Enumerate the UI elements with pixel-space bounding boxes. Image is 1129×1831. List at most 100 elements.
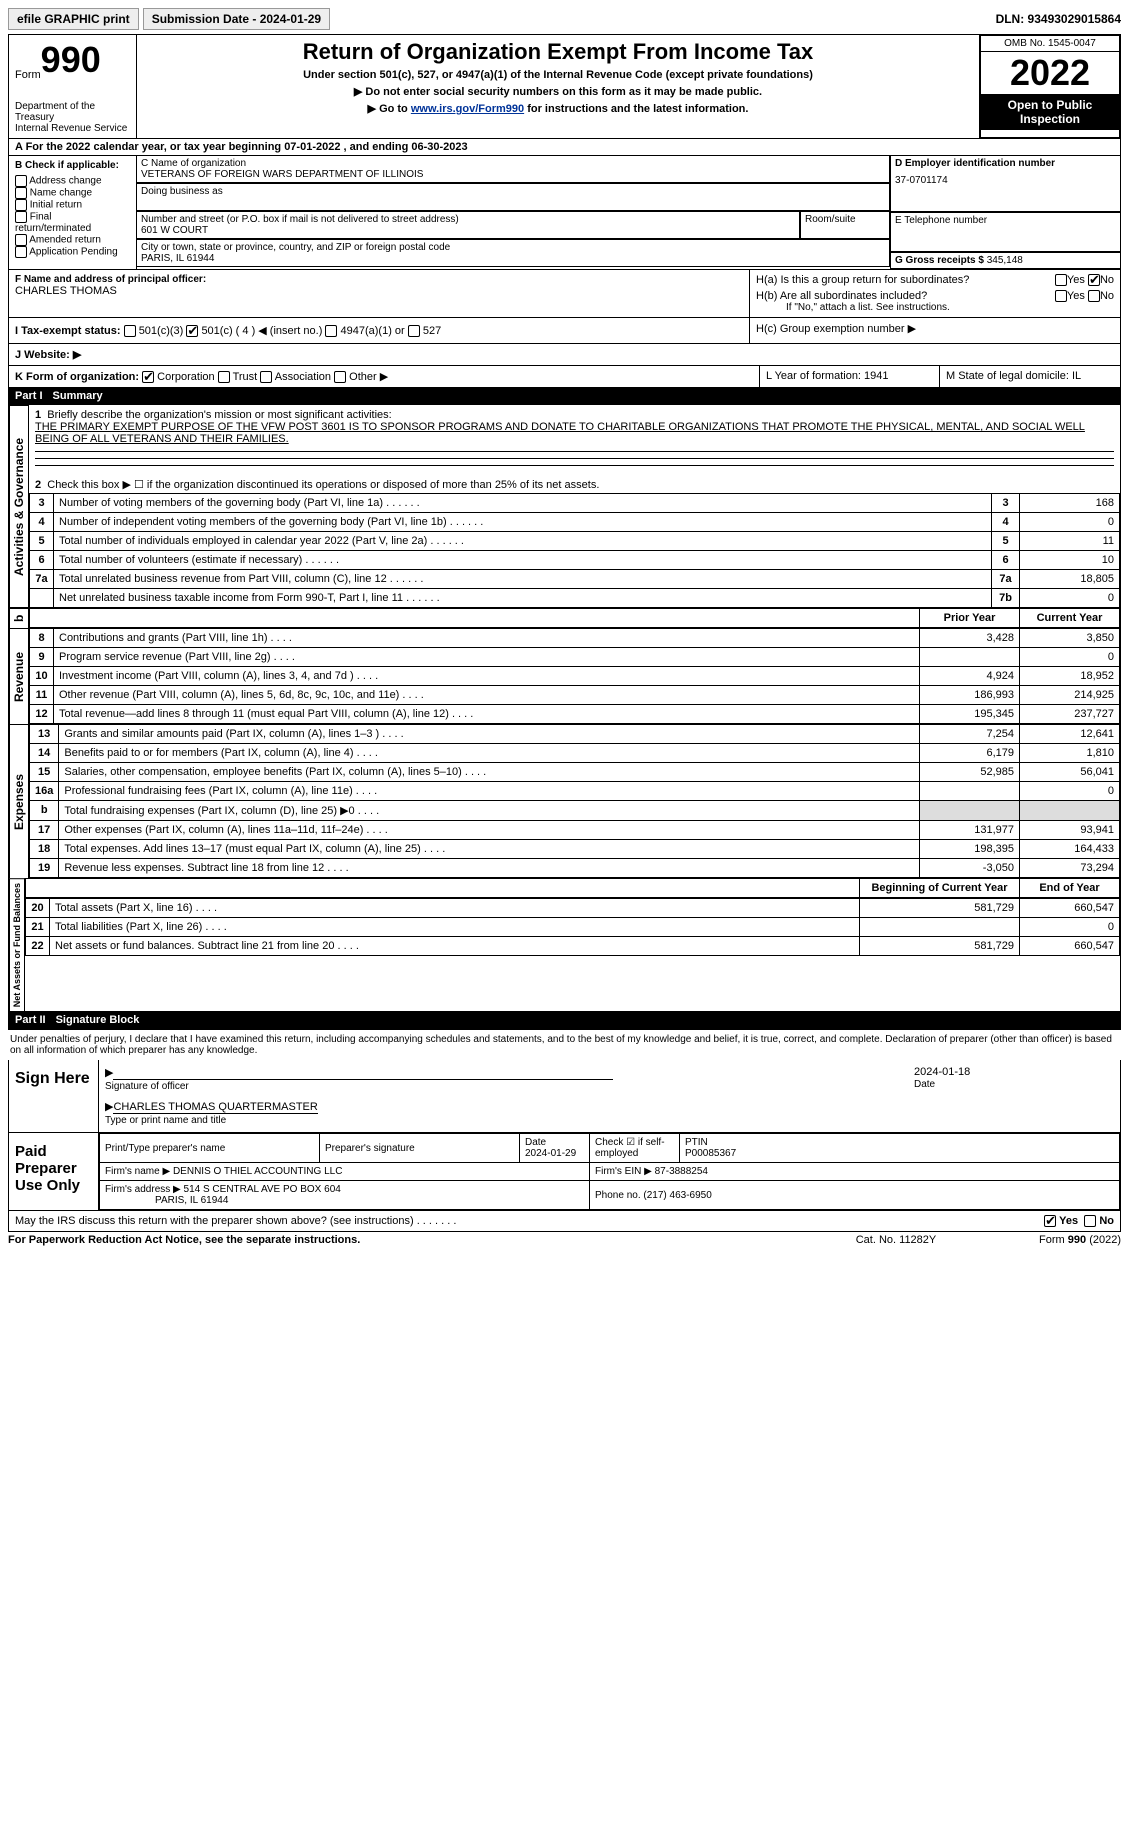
prep-selfemp: Check ☑ if self-employed xyxy=(590,1134,680,1163)
row-value: 10 xyxy=(1020,551,1120,570)
row-text: Contributions and grants (Part VIII, lin… xyxy=(54,629,920,648)
prior-year-value: 3,428 xyxy=(920,629,1020,648)
row-num: 6 xyxy=(30,551,54,570)
part-ii-label: Part II xyxy=(15,1014,46,1026)
checkbox-final-return[interactable] xyxy=(15,211,27,223)
q2-text: Check this box ▶ ☐ if the organization d… xyxy=(47,479,599,491)
room-label: Room/suite xyxy=(805,214,885,225)
row-num: 22 xyxy=(26,937,50,956)
row-num: 4 xyxy=(30,513,54,532)
row-text: Number of independent voting members of … xyxy=(54,513,992,532)
prior-year-value: 7,254 xyxy=(920,725,1020,744)
sig-date: 2024-01-18 xyxy=(914,1066,970,1078)
checkbox-hb-no[interactable] xyxy=(1088,290,1100,302)
checkbox-name-change[interactable] xyxy=(15,187,27,199)
k-label: K Form of organization: xyxy=(15,371,139,383)
row-box: 7a xyxy=(992,570,1020,589)
checkbox-501c[interactable] xyxy=(186,325,198,337)
checkbox-hb-yes[interactable] xyxy=(1055,290,1067,302)
current-year-value: 0 xyxy=(1020,648,1120,667)
row-value: 18,805 xyxy=(1020,570,1120,589)
ptin-value: P00085367 xyxy=(685,1148,736,1159)
row-text: Net unrelated business taxable income fr… xyxy=(54,589,992,608)
checkbox-address-change[interactable] xyxy=(15,175,27,187)
prior-year-value: 581,729 xyxy=(860,899,1020,918)
row-text: Net assets or fund balances. Subtract li… xyxy=(50,937,860,956)
sign-here-label: Sign Here xyxy=(9,1060,99,1132)
checkbox-corp[interactable] xyxy=(142,371,154,383)
prior-year-value: 4,924 xyxy=(920,667,1020,686)
row-text: Program service revenue (Part VIII, line… xyxy=(54,648,920,667)
row-num: 21 xyxy=(26,918,50,937)
sig-date-label: Date xyxy=(914,1079,935,1090)
submission-date-button[interactable]: Submission Date - 2024-01-29 xyxy=(143,8,330,30)
row-num: 9 xyxy=(30,648,54,667)
current-year-value: 660,547 xyxy=(1020,937,1120,956)
row-num: b xyxy=(30,801,59,821)
penalty-text: Under penalties of perjury, I declare th… xyxy=(8,1030,1121,1060)
row-num: 5 xyxy=(30,532,54,551)
checkbox-ha-yes[interactable] xyxy=(1055,274,1067,286)
checkbox-trust[interactable] xyxy=(218,371,230,383)
line-a: A For the 2022 calendar year, or tax yea… xyxy=(9,139,1120,156)
form-990-label: Form990 xyxy=(15,39,130,81)
checkbox-other[interactable] xyxy=(334,371,346,383)
b-label: B Check if applicable: xyxy=(15,160,130,171)
j-website: J Website: ▶ xyxy=(15,349,81,361)
row-num: 7a xyxy=(30,570,54,589)
row-box: 6 xyxy=(992,551,1020,570)
section-revenue: Revenue xyxy=(9,628,29,724)
part-i-title: Summary xyxy=(53,390,103,402)
row-text: Total fundraising expenses (Part IX, col… xyxy=(59,801,920,821)
efile-print-button[interactable]: efile GRAPHIC print xyxy=(8,8,139,30)
checkbox-pending[interactable] xyxy=(15,246,27,258)
row-num xyxy=(30,589,54,608)
discuss-text: May the IRS discuss this return with the… xyxy=(15,1215,414,1227)
row-text: Total liabilities (Part X, line 26) . . … xyxy=(50,918,860,937)
checkbox-501c3[interactable] xyxy=(124,325,136,337)
firm-city: PARIS, IL 61944 xyxy=(155,1195,228,1206)
prior-year-value: 195,345 xyxy=(920,705,1020,724)
row-num: 10 xyxy=(30,667,54,686)
checkbox-initial-return[interactable] xyxy=(15,199,27,211)
row-num: 11 xyxy=(30,686,54,705)
row-box: 5 xyxy=(992,532,1020,551)
prior-year-value: 6,179 xyxy=(920,744,1020,763)
row-value: 168 xyxy=(1020,494,1120,513)
subtitle-3: ▶ Go to www.irs.gov/Form990 for instruct… xyxy=(145,102,971,115)
tax-year: 2022 xyxy=(981,52,1119,94)
prior-year-value xyxy=(920,648,1020,667)
sig-officer-label: Signature of officer xyxy=(105,1081,189,1092)
row-text: Investment income (Part VIII, column (A)… xyxy=(54,667,920,686)
row-num: 8 xyxy=(30,629,54,648)
city-value: PARIS, IL 61944 xyxy=(141,253,885,264)
checkbox-4947[interactable] xyxy=(325,325,337,337)
current-year-value: 0 xyxy=(1020,782,1120,801)
current-year-value: 0 xyxy=(1020,918,1120,937)
officer-name: CHARLES THOMAS xyxy=(15,285,743,297)
firm-name: DENNIS O THIEL ACCOUNTING LLC xyxy=(173,1166,342,1177)
prep-name-label: Print/Type preparer's name xyxy=(100,1134,320,1163)
prior-year-value: 131,977 xyxy=(920,821,1020,840)
row-text: Total expenses. Add lines 13–17 (must eq… xyxy=(59,840,920,859)
checkbox-assoc[interactable] xyxy=(260,371,272,383)
d-ein-label: D Employer identification number xyxy=(895,158,1116,169)
hdr-current-year: Current Year xyxy=(1020,609,1120,628)
checkbox-ha-no[interactable] xyxy=(1088,274,1100,286)
section-activities: Activities & Governance xyxy=(9,405,29,608)
checkbox-527[interactable] xyxy=(408,325,420,337)
b-tab: b xyxy=(9,608,29,628)
checkbox-amended[interactable] xyxy=(15,234,27,246)
part-ii-title: Signature Block xyxy=(56,1014,140,1026)
checkbox-discuss-no[interactable] xyxy=(1084,1215,1096,1227)
row-text: Other expenses (Part IX, column (A), lin… xyxy=(59,821,920,840)
sig-name-label: Type or print name and title xyxy=(105,1115,226,1126)
current-year-value: 164,433 xyxy=(1020,840,1120,859)
current-year-value: 12,641 xyxy=(1020,725,1120,744)
irs-link[interactable]: www.irs.gov/Form990 xyxy=(411,103,524,115)
row-num: 15 xyxy=(30,763,59,782)
row-text: Salaries, other compensation, employee b… xyxy=(59,763,920,782)
checkbox-discuss-yes[interactable] xyxy=(1044,1215,1056,1227)
open-inspection: Open to Public Inspection xyxy=(981,94,1119,130)
h-note: If "No," attach a list. See instructions… xyxy=(786,302,1114,313)
